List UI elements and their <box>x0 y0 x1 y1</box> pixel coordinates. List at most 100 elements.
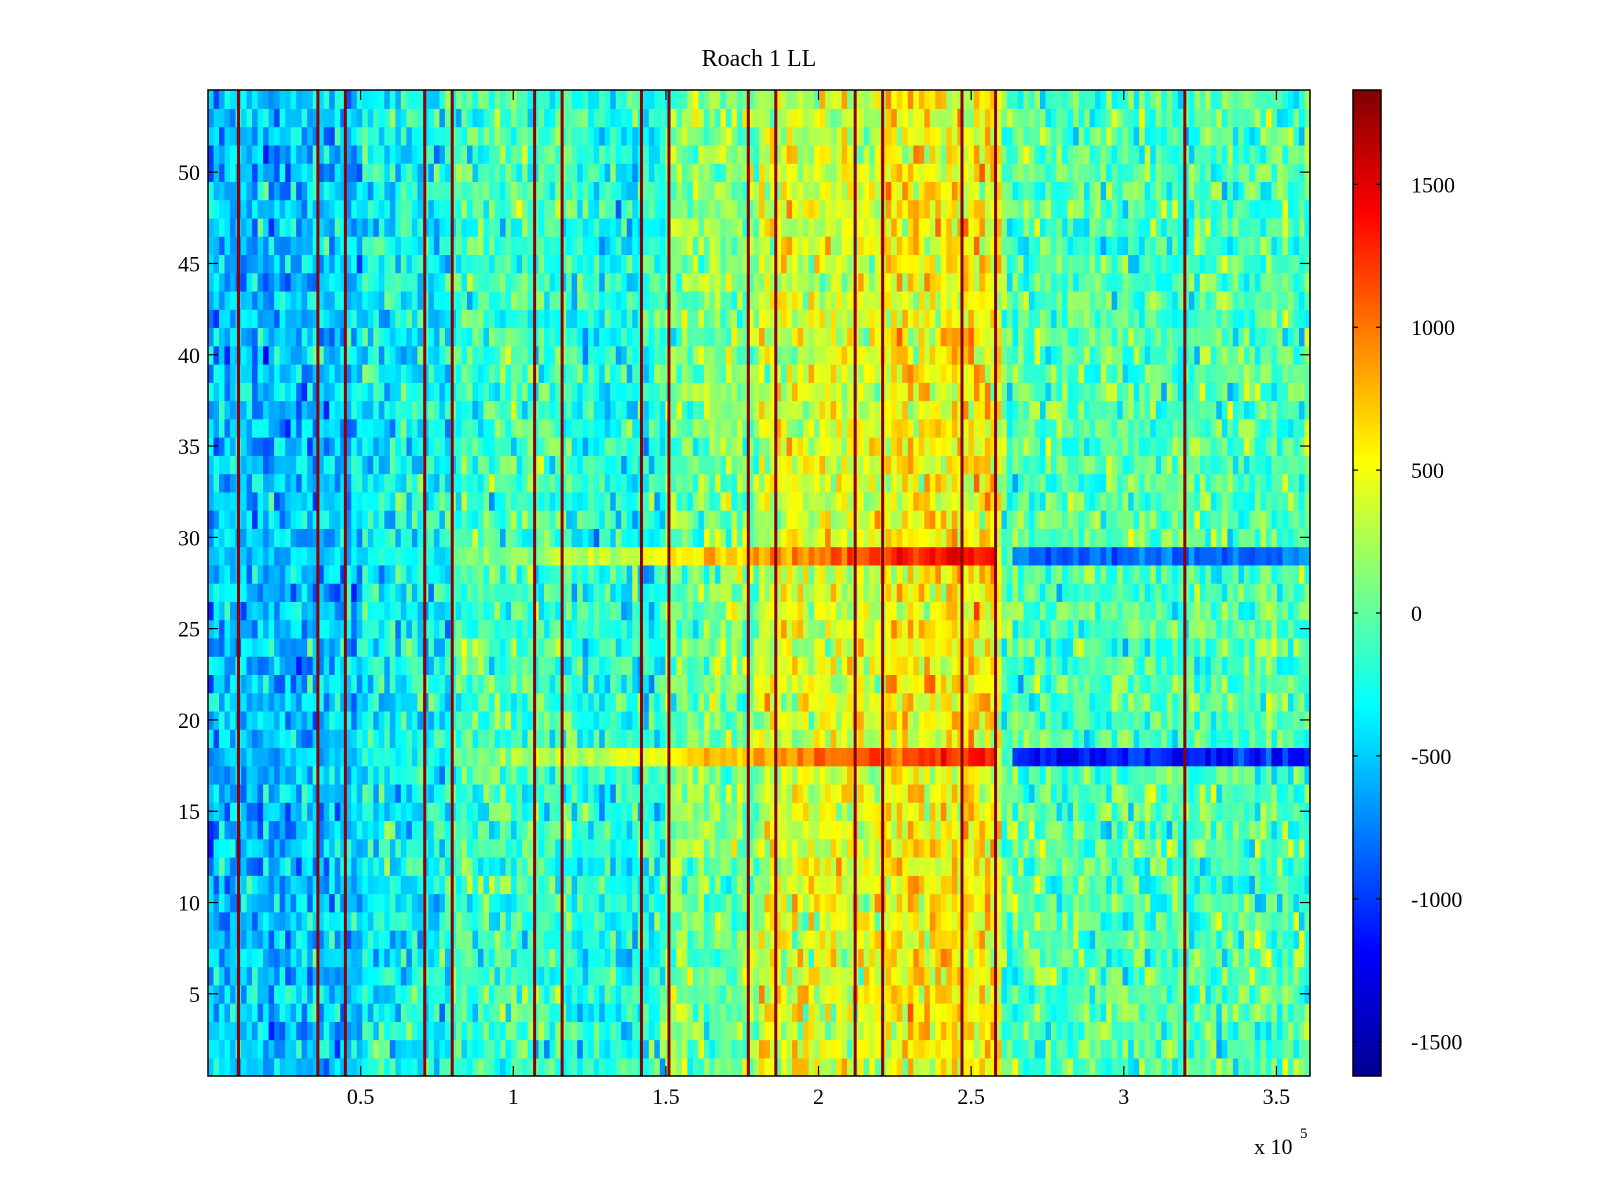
heatmap-cell <box>736 820 744 840</box>
heatmap-cell <box>1210 710 1218 730</box>
heatmap-cell <box>1177 929 1184 949</box>
heatmap-cell <box>323 911 330 931</box>
heatmap-cell <box>505 820 512 840</box>
heatmap-cell <box>1155 838 1162 858</box>
heatmap-cell <box>951 765 959 785</box>
heatmap-cell <box>1128 929 1135 949</box>
heatmap-cell <box>698 747 705 767</box>
heatmap-cell <box>1111 783 1118 803</box>
heatmap-cell <box>687 1039 694 1059</box>
heatmap-cell <box>1150 984 1157 1004</box>
heatmap-cell <box>489 1039 496 1059</box>
heatmap-cell <box>439 966 446 986</box>
heatmap-cell <box>896 729 903 749</box>
heatmap-cell <box>538 802 545 822</box>
heatmap-cell <box>566 1039 573 1059</box>
heatmap-cell <box>1100 1057 1107 1076</box>
heatmap-cell <box>626 656 633 675</box>
heatmap-cell <box>323 966 330 986</box>
heatmap-cell <box>1128 838 1135 858</box>
heatmap-cell <box>593 929 600 949</box>
heatmap-cell <box>290 856 297 876</box>
heatmap-cell <box>1287 1021 1295 1041</box>
heatmap-cell <box>1001 911 1008 931</box>
heatmap-cell <box>367 783 374 803</box>
heatmap-cell <box>1040 674 1047 694</box>
heatmap-cell <box>1017 656 1025 675</box>
heatmap-cell <box>687 1021 694 1041</box>
heatmap-cell <box>384 856 391 876</box>
heatmap-cell <box>1271 856 1278 876</box>
heatmap-cell <box>599 1021 606 1041</box>
heatmap-cell <box>1232 820 1240 840</box>
heatmap-cell <box>968 692 975 712</box>
heatmap-cell <box>940 674 948 694</box>
heatmap-cell <box>466 656 474 675</box>
heatmap-cell <box>571 783 578 803</box>
heatmap-cell <box>648 619 656 639</box>
heatmap-cell <box>356 1002 363 1022</box>
heatmap-cell <box>1095 619 1102 639</box>
heatmap-cell <box>1183 1057 1190 1076</box>
heatmap-cell <box>472 619 479 639</box>
heatmap-cell <box>417 984 424 1004</box>
heatmap-cell <box>709 966 716 986</box>
heatmap-cell <box>770 637 777 657</box>
heatmap-cell <box>731 802 738 822</box>
heatmap-cell <box>1161 838 1168 858</box>
heatmap-cell <box>362 948 369 968</box>
heatmap-cell <box>1238 911 1245 931</box>
heatmap-cell <box>1249 911 1256 931</box>
heatmap-cell <box>1205 783 1212 803</box>
heatmap-cell <box>1249 929 1256 949</box>
heatmap-cell <box>588 1021 595 1041</box>
heatmap-cell <box>455 1057 463 1076</box>
heatmap-cell <box>1001 783 1008 803</box>
heatmap-cell <box>1210 637 1218 657</box>
heatmap-cell <box>1199 911 1207 931</box>
heatmap-cell <box>654 1057 661 1076</box>
heatmap-cell <box>626 911 633 931</box>
heatmap-cell <box>703 929 711 949</box>
heatmap-cell <box>378 674 386 694</box>
heatmap-cell <box>571 984 578 1004</box>
heatmap-cell <box>1243 856 1251 876</box>
heatmap-cell <box>494 911 501 931</box>
heatmap-cell <box>538 875 545 895</box>
heatmap-cell <box>301 674 308 694</box>
heatmap-cell <box>527 1021 534 1041</box>
heatmap-cell <box>1084 674 1091 694</box>
heatmap-cell <box>1282 747 1289 767</box>
heatmap-cell <box>1067 637 1074 657</box>
heatmap-cell <box>362 747 369 767</box>
heatmap-cell <box>1012 765 1019 785</box>
heatmap-cell <box>1216 783 1223 803</box>
heatmap-cell <box>1194 966 1201 986</box>
heatmap-cell <box>819 765 826 785</box>
heatmap-cell <box>1227 674 1234 694</box>
heatmap-cell <box>863 856 870 876</box>
heatmap-cell <box>1100 911 1107 931</box>
heatmap-cell <box>775 856 782 876</box>
heatmap-cell <box>863 1057 870 1076</box>
heatmap-cell <box>1045 802 1052 822</box>
heatmap-cell <box>544 729 551 749</box>
heatmap-cell <box>1117 820 1124 840</box>
heatmap-cell <box>455 1002 463 1022</box>
heatmap-cell <box>984 710 992 730</box>
heatmap-cell <box>1089 820 1096 840</box>
heatmap-cell <box>786 747 793 767</box>
heatmap-cell <box>461 619 468 639</box>
heatmap-cell <box>1254 1021 1262 1041</box>
heatmap-cell <box>731 1039 738 1059</box>
heatmap-cell <box>428 1021 435 1041</box>
heatmap-cell <box>808 948 815 968</box>
heatmap-cell <box>781 911 788 931</box>
heatmap-cell <box>489 765 496 785</box>
heatmap-cell <box>511 820 518 840</box>
heatmap-cell <box>935 893 942 913</box>
heatmap-cell <box>1062 747 1069 767</box>
heatmap-cell <box>1249 1002 1256 1022</box>
heatmap-cell <box>847 1002 854 1022</box>
heatmap-cell <box>505 710 512 730</box>
